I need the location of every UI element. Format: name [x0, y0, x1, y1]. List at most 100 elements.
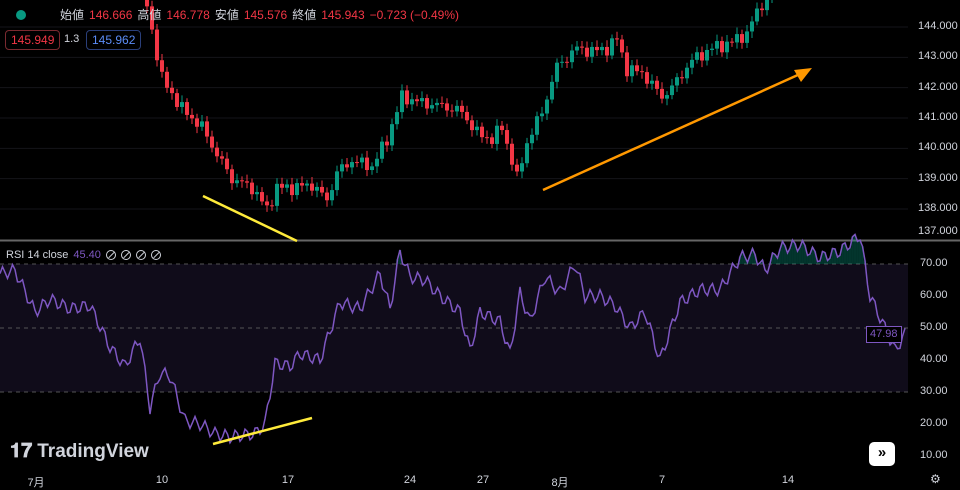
candle	[615, 38, 619, 39]
candle	[275, 184, 279, 206]
candle	[165, 72, 169, 88]
candle	[730, 42, 734, 43]
open-value: 146.666	[89, 8, 132, 22]
candle	[240, 180, 244, 181]
change-value: −0.723 (−0.49%)	[370, 8, 459, 22]
candle	[225, 159, 229, 170]
candle	[175, 93, 179, 107]
candle	[465, 112, 469, 120]
sell-button[interactable]: 145.949	[5, 30, 60, 50]
candle	[490, 137, 494, 144]
candle	[510, 144, 514, 165]
rsi-tick: 70.00	[920, 257, 948, 270]
price-tick: 139.000	[918, 172, 958, 185]
candle	[295, 183, 299, 195]
overbought-fill	[856, 241, 859, 264]
candle	[540, 114, 544, 117]
candle	[765, 0, 769, 10]
overbought-fill	[846, 250, 849, 264]
candle	[710, 49, 714, 50]
candle	[545, 100, 549, 114]
candle	[360, 158, 364, 163]
hidden-icon[interactable]	[121, 250, 131, 260]
candle	[380, 142, 384, 159]
candle	[460, 106, 464, 112]
candle	[340, 164, 344, 171]
candle	[585, 48, 589, 57]
candle	[720, 41, 724, 52]
price-tick: 143.000	[918, 50, 958, 63]
rsi-trendline[interactable]	[213, 418, 312, 444]
candle	[645, 72, 649, 84]
scroll-to-realtime-button[interactable]: »	[869, 442, 895, 466]
candle	[530, 135, 534, 143]
candle	[305, 184, 309, 186]
candle	[610, 38, 614, 55]
candle	[375, 159, 379, 167]
rsi-tick: 50.00	[920, 321, 948, 334]
candle	[580, 47, 584, 48]
candle	[200, 121, 204, 126]
candle	[355, 162, 359, 163]
candle	[520, 163, 524, 171]
candle	[690, 60, 694, 68]
candle	[560, 62, 564, 63]
candle	[280, 184, 284, 188]
candle	[515, 165, 519, 172]
candle	[210, 137, 214, 148]
candle	[735, 34, 739, 42]
price-tick: 138.000	[918, 202, 958, 215]
candle	[385, 142, 389, 146]
time-tick: 10	[156, 474, 168, 486]
settings-icon[interactable]: ⚙	[930, 472, 941, 486]
rsi-tick: 10.00	[920, 449, 948, 462]
candle	[400, 90, 404, 112]
candle	[320, 187, 324, 193]
candle	[590, 47, 594, 57]
time-tick: 14	[782, 474, 794, 486]
candle	[190, 115, 194, 118]
hidden-icon[interactable]	[136, 250, 146, 260]
candle	[435, 103, 439, 105]
open-label: 始値	[60, 6, 84, 23]
candle	[325, 193, 329, 201]
time-tick: 24	[404, 474, 416, 486]
candle	[655, 81, 659, 89]
candle	[550, 82, 554, 100]
candle	[470, 120, 474, 130]
candle	[415, 99, 419, 101]
candle	[660, 89, 664, 99]
price-tick: 144.000	[918, 20, 958, 33]
time-tick: 27	[477, 474, 489, 486]
candle	[715, 41, 719, 49]
candle	[640, 71, 644, 72]
candle	[505, 130, 509, 144]
hidden-icon[interactable]	[151, 250, 161, 260]
time-tick: 17	[282, 474, 294, 486]
buy-button[interactable]: 145.962	[86, 30, 141, 50]
candle	[500, 126, 504, 130]
high-label: 高値	[137, 6, 161, 23]
price-tick: 141.000	[918, 111, 958, 124]
candle	[455, 106, 459, 112]
candle	[725, 42, 729, 53]
candle	[330, 190, 334, 200]
candle	[205, 121, 209, 136]
candle	[760, 9, 764, 11]
close-value: 145.943	[321, 8, 364, 22]
low-label: 安値	[215, 6, 239, 23]
candle	[555, 63, 559, 82]
candle	[685, 68, 689, 79]
rsi-title[interactable]: RSI 14 close	[6, 249, 68, 261]
overbought-fill	[796, 251, 799, 264]
candle	[485, 137, 489, 138]
candle	[215, 148, 219, 157]
candle	[255, 192, 259, 194]
candle	[265, 201, 269, 205]
rsi-tick: 40.00	[920, 353, 948, 366]
hidden-icon[interactable]	[106, 250, 116, 260]
price-trendline[interactable]	[203, 196, 297, 241]
candle	[310, 184, 314, 191]
